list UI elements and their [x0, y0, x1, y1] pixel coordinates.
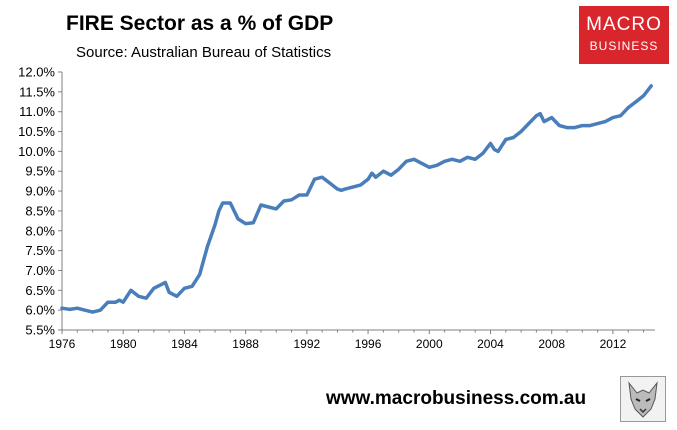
- y-tick-label: 11.0%: [19, 104, 55, 119]
- website-url: www.macrobusiness.com.au: [326, 388, 587, 409]
- y-tick-label: 8.5%: [25, 203, 55, 218]
- y-tick-label: 10.5%: [18, 124, 55, 139]
- chart-source: Source: Australian Bureau of Statistics: [76, 44, 332, 61]
- x-axis-ticks: 1976 1980 1984 1988 1992 1996 2000 2004 2008 2012: [49, 330, 645, 351]
- x-tick-label: 2012: [600, 337, 627, 351]
- y-axis-ticks: 5.5% 6.0% 6.5% 7.0% 7.5% 8.0% 8.5% 9.0% 9.5% 10.0…: [18, 65, 62, 338]
- x-tick-label: 1992: [294, 337, 321, 351]
- macrobusiness-logo: MACRO BUSINESS: [579, 6, 669, 64]
- y-tick-label: 7.5%: [25, 243, 55, 258]
- y-tick-label: 11.5%: [19, 84, 55, 99]
- y-tick-label: 10.0%: [18, 144, 55, 159]
- x-tick-label: 1976: [49, 337, 76, 351]
- y-tick-label: 12.0%: [18, 65, 55, 80]
- x-tick-label: 1996: [355, 337, 382, 351]
- y-tick-label: 6.5%: [25, 283, 55, 298]
- y-tick-label: 9.0%: [25, 184, 55, 199]
- logo-line-1: MACRO: [586, 14, 662, 35]
- y-tick-label: 8.0%: [25, 223, 55, 238]
- y-tick-label: 7.0%: [25, 263, 55, 278]
- x-tick-label: 2008: [538, 337, 565, 351]
- x-tick-label: 1984: [171, 337, 198, 351]
- y-tick-label: 6.0%: [25, 303, 55, 318]
- x-tick-label: 1980: [110, 337, 137, 351]
- wolf-icon: [620, 376, 666, 422]
- x-tick-label: 1988: [232, 337, 259, 351]
- logo-line-2: BUSINESS: [589, 39, 659, 53]
- chart-axes: [61, 72, 655, 331]
- chart-title: FIRE Sector as a % of GDP: [66, 12, 334, 35]
- y-tick-label: 9.5%: [25, 164, 55, 179]
- series-line: [60, 84, 653, 314]
- x-tick-label: 2004: [477, 337, 504, 351]
- x-tick-label: 2000: [416, 337, 443, 351]
- y-tick-label: 5.5%: [25, 323, 55, 338]
